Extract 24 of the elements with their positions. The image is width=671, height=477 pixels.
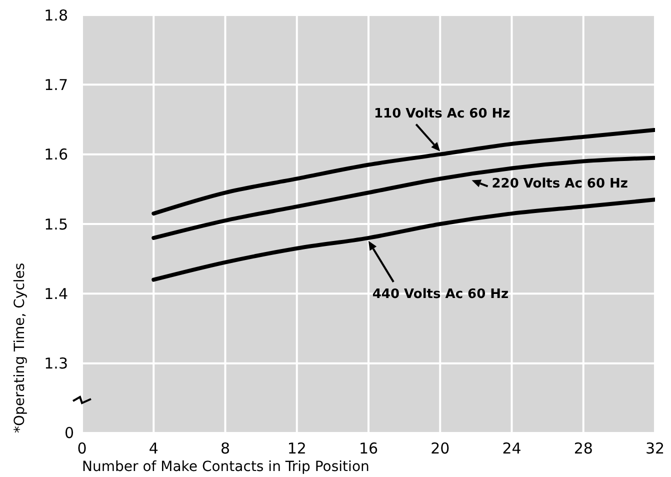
x-tick-label: 4	[148, 440, 158, 458]
x-tick-label: 24	[502, 440, 522, 458]
legend-label: 220 Volts Ac 60 Hz	[492, 176, 628, 192]
y-tick-label: 1.5	[44, 215, 68, 234]
line-series	[152, 156, 655, 240]
y-tick-label: 1.6	[44, 146, 68, 164]
x-tick-label: 0	[77, 440, 87, 458]
y-tick-label: 1.8	[44, 6, 68, 24]
x-axis-title: Number of Make Contacts in Trip Position	[82, 459, 370, 475]
y-tick-label: 1.7	[44, 76, 68, 94]
x-tick-label: 28	[574, 440, 593, 458]
line-series	[152, 198, 655, 282]
x-tick-label: 32	[645, 440, 665, 458]
text: 0	[64, 424, 74, 442]
line-series	[152, 128, 655, 216]
x-tick-label: 8	[220, 440, 230, 458]
y-tick-label: 1.3	[44, 354, 68, 373]
y-axis-title: *Operating Time, Cycles	[12, 262, 28, 433]
text: 440 Volts Ac 60 Hz	[372, 286, 509, 302]
x-tick-label: 20	[430, 440, 450, 458]
series-label: 110 Volts Ac 60 Hz	[374, 106, 510, 122]
x-tick-label: 12	[287, 440, 306, 458]
x-tick-label: 16	[358, 440, 378, 458]
y-tick-label: 1.4	[44, 284, 68, 303]
